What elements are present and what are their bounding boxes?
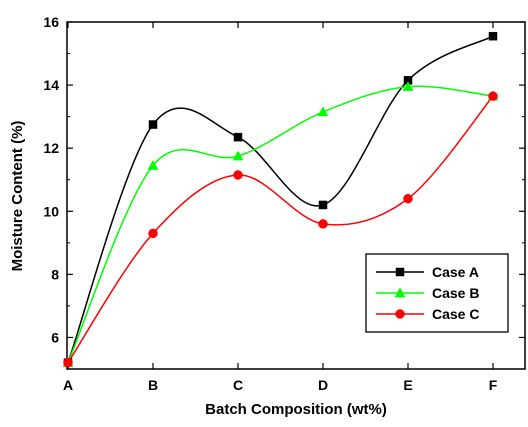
data-point-case-a [318, 200, 328, 210]
x-tick-label: C [233, 377, 243, 393]
x-tick-label: D [318, 377, 328, 393]
data-point-case-c [63, 357, 73, 368]
data-point-case-a [233, 132, 243, 142]
data-point-case-c [488, 91, 498, 101]
y-tick-label: 12 [43, 140, 59, 156]
series-markers [62, 31, 499, 368]
x-axis-title: Batch Composition (wt%) [205, 401, 387, 418]
legend-marker [395, 267, 405, 277]
data-point-case-b [147, 160, 159, 170]
data-point-case-b [402, 81, 414, 91]
data-point-case-a [488, 31, 498, 41]
y-tick-label: 6 [51, 329, 59, 345]
y-tick-label: 14 [43, 77, 59, 93]
legend-label: Case C [432, 306, 479, 322]
data-point-case-c [233, 170, 243, 180]
legend-marker [395, 309, 405, 319]
data-point-case-b [317, 106, 329, 117]
y-axis: 6 8 10 12 14 16 [43, 14, 525, 345]
series-line-case-c [67, 95, 494, 364]
x-axis: A B C D E F [63, 22, 498, 393]
data-point-case-b [232, 150, 244, 161]
y-tick-label: 8 [51, 266, 59, 282]
data-point-case-c [403, 193, 413, 204]
legend-marker [394, 287, 406, 298]
legend-label: Case A [432, 264, 479, 280]
y-tick-label: 10 [43, 203, 59, 219]
x-tick-label: B [148, 377, 158, 393]
data-point-case-a [148, 120, 158, 129]
legend-label: Case B [432, 285, 479, 301]
legend: Case A Case B Case C [365, 253, 509, 333]
data-point-case-c [318, 219, 328, 229]
y-tick-label: 16 [43, 14, 59, 30]
x-tick-label: A [63, 377, 73, 393]
x-tick-label: E [403, 377, 412, 393]
x-tick-label: F [489, 377, 498, 393]
data-point-case-c [148, 228, 158, 239]
plot-frame [66, 21, 526, 370]
y-axis-title: Moisture Content (%) [9, 121, 26, 272]
